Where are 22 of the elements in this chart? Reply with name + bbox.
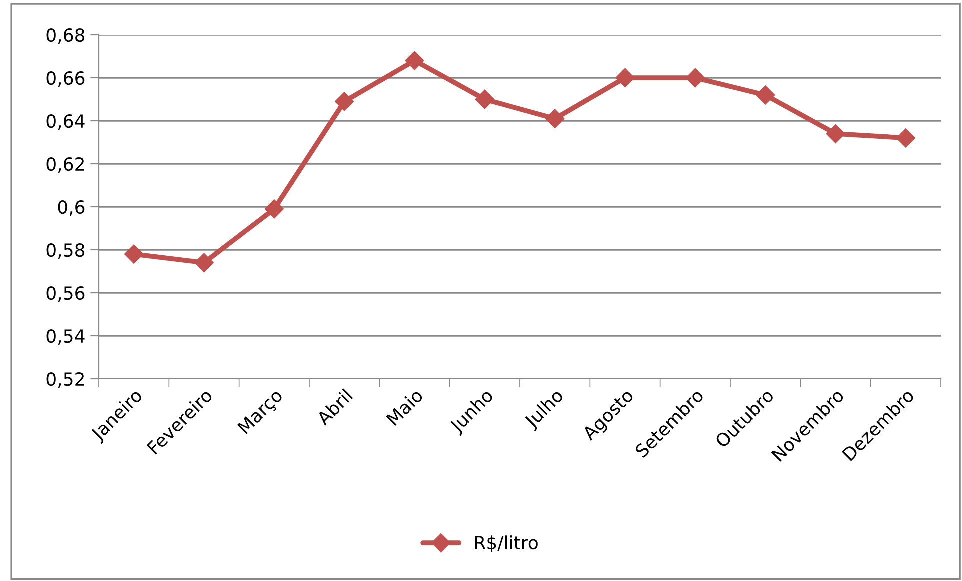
point (264, 200, 284, 219)
point (124, 244, 144, 264)
point (686, 68, 705, 88)
y-tick-label: 0,56 (46, 286, 85, 302)
y-tick-label: 0,62 (46, 157, 84, 173)
y-tick-label: 0,68 (46, 28, 85, 44)
y-tick-label: 0,54 (46, 329, 85, 345)
point (194, 253, 214, 272)
y-tick-label: 0,64 (46, 114, 85, 130)
y-tick-label: 0,52 (46, 372, 84, 388)
legend-label: R$/litro (475, 536, 538, 552)
point (616, 68, 635, 88)
point (405, 51, 424, 70)
y-tick-label: 0,66 (46, 71, 85, 87)
point (475, 90, 494, 110)
point (896, 128, 916, 148)
y-tick-label: 0,58 (46, 243, 85, 259)
point (335, 92, 354, 112)
point (756, 86, 776, 105)
point (826, 124, 846, 144)
y-tick-label: 0,6 (58, 200, 85, 216)
point (546, 109, 565, 128)
